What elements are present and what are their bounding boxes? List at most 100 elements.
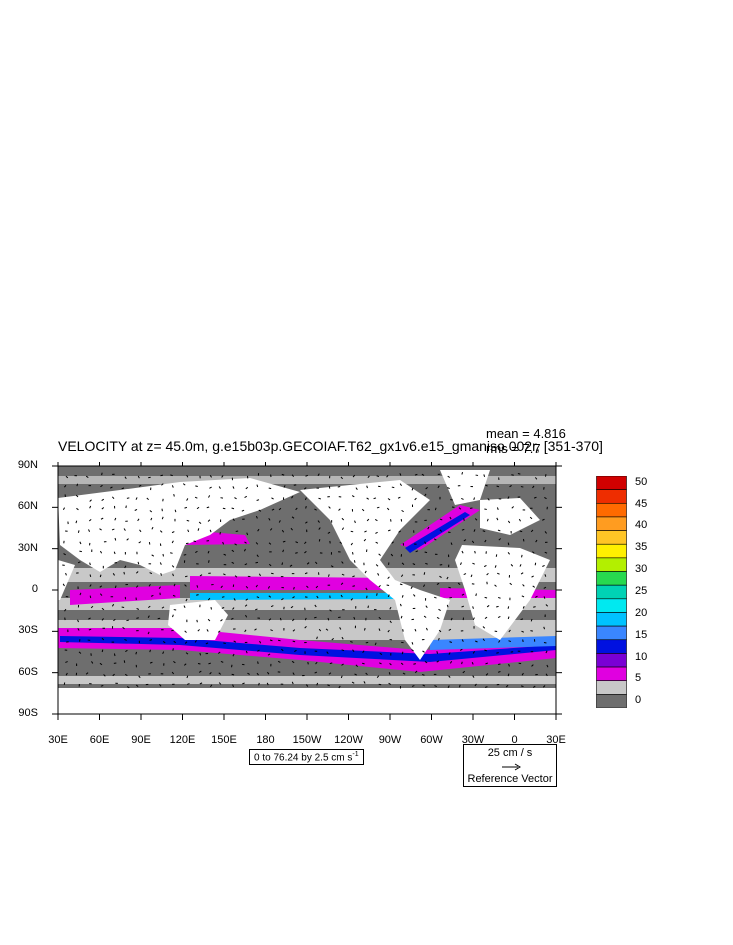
vector-arrow — [171, 540, 174, 544]
vector-arrow — [281, 598, 284, 601]
vector-arrow — [306, 562, 310, 565]
vector-arrow — [439, 518, 443, 521]
vector-arrow — [278, 520, 281, 523]
vector-arrow — [329, 662, 333, 665]
vector-arrow — [207, 519, 211, 522]
vector-arrow — [463, 539, 467, 542]
vector-arrow — [138, 675, 141, 679]
vector-arrow — [507, 606, 510, 609]
vector-arrow — [474, 518, 478, 521]
vector-arrow — [497, 671, 501, 673]
vector-arrow — [542, 518, 545, 521]
vector-arrow — [511, 506, 514, 509]
vector-arrow — [425, 605, 428, 608]
vector-arrow — [519, 530, 523, 533]
vector-arrow — [363, 627, 366, 631]
vector-arrow — [218, 486, 221, 489]
vector-arrow — [220, 585, 223, 589]
contour-info-unit-exp: -1 — [352, 751, 359, 758]
vector-arrow — [196, 594, 199, 596]
vector-arrow — [433, 538, 437, 541]
vector-arrow — [341, 527, 345, 530]
vector-arrow — [75, 494, 79, 498]
vector-arrow — [222, 541, 225, 545]
vector-arrow — [485, 662, 488, 665]
vector-arrow — [487, 498, 490, 501]
colorbar-label: 10 — [635, 650, 648, 663]
vector-arrow — [291, 474, 295, 478]
vector-arrow — [474, 683, 477, 687]
vector-arrow — [193, 540, 197, 543]
vector-arrow — [194, 640, 197, 643]
vector-arrow — [256, 554, 259, 558]
vector-arrow — [231, 561, 235, 564]
vector-arrow — [172, 573, 174, 577]
vector-arrow — [508, 663, 510, 667]
vector-arrow — [340, 594, 343, 598]
vector-arrow — [113, 653, 116, 657]
vector-arrow — [65, 661, 68, 663]
vector-arrow — [161, 516, 164, 520]
vector-arrow — [354, 673, 357, 676]
vector-arrow — [449, 516, 452, 520]
vector-arrow — [90, 605, 94, 609]
vector-arrow — [351, 681, 355, 684]
colorbar-box — [596, 680, 627, 695]
vector-arrow — [509, 582, 513, 586]
vector-arrow — [411, 649, 414, 652]
vector-arrow — [340, 582, 344, 585]
vector-arrow — [198, 521, 202, 524]
vector-arrow — [400, 662, 404, 666]
vector-arrow — [184, 641, 188, 644]
vector-arrow — [232, 653, 235, 657]
land-europe — [480, 498, 540, 535]
vector-arrow — [461, 661, 463, 665]
vector-arrow — [386, 474, 389, 478]
vector-arrow — [76, 507, 79, 511]
vector-arrow — [436, 617, 440, 620]
vector-arrow — [277, 660, 281, 663]
vector-arrow — [315, 561, 318, 565]
vector-arrow — [77, 561, 81, 564]
vector-arrow — [245, 650, 248, 654]
vector-arrow — [498, 538, 502, 541]
vector-arrow — [414, 497, 417, 501]
vector-arrow — [207, 597, 211, 601]
vector-arrow — [293, 586, 295, 590]
land-americas — [300, 480, 450, 660]
vector-arrow — [255, 561, 259, 564]
vector-arrow — [318, 628, 322, 632]
vector-arrow — [352, 474, 356, 478]
vector-arrow — [232, 684, 234, 688]
vector-arrow — [314, 604, 317, 608]
vector-arrow — [182, 483, 186, 486]
vector-arrow — [173, 583, 176, 587]
vector-arrow — [241, 509, 245, 512]
vector-arrow — [199, 574, 203, 577]
vector-arrow — [78, 651, 82, 654]
vector-arrow — [378, 553, 381, 556]
vector-arrow — [279, 617, 282, 621]
vector-arrow — [99, 593, 103, 596]
vector-arrow — [206, 506, 210, 509]
vector-arrow — [546, 664, 549, 668]
vector-arrow — [63, 682, 66, 686]
vector-arrow — [271, 497, 274, 500]
vector-arrow — [421, 673, 425, 676]
vector-arrow — [101, 637, 105, 641]
vector-arrow — [172, 614, 174, 618]
vector-arrow — [147, 615, 150, 619]
vector-arrow — [327, 617, 330, 621]
vector-arrow — [305, 505, 307, 509]
vector-arrow — [532, 551, 535, 554]
vector-arrow — [340, 675, 343, 679]
vector-arrow — [327, 574, 330, 577]
longitude-label: 90W — [378, 734, 402, 746]
vector-arrow — [208, 662, 211, 665]
vector-arrow — [159, 530, 163, 533]
vector-arrow — [124, 638, 127, 641]
vector-arrow — [233, 640, 237, 643]
vector-arrow — [399, 473, 402, 476]
vector-arrow — [149, 572, 153, 575]
vector-arrow — [398, 530, 401, 533]
